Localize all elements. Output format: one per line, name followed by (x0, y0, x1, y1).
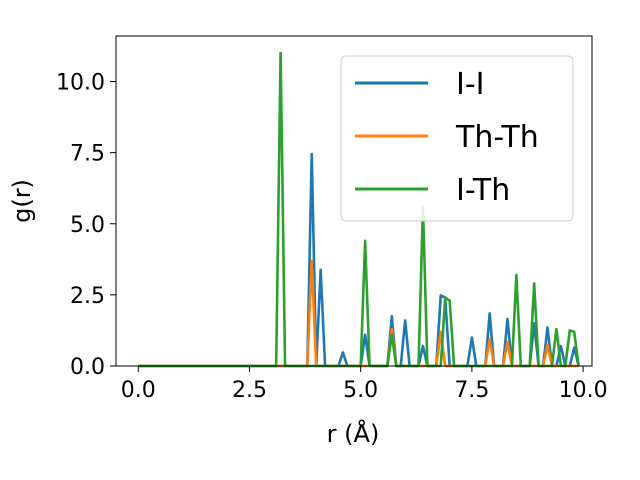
legend-box (340, 55, 574, 222)
x-axis: 0.0 2.5 5.0 7.5 10.0 (121, 366, 608, 403)
series-line-i-th (138, 51, 580, 368)
legend: I-I Th-Th I-Th (340, 55, 574, 222)
x-tick-label: 5.0 (343, 378, 378, 403)
legend-label: I-I (456, 67, 485, 102)
legend-label: Th-Th (455, 120, 539, 155)
axes-frame (115, 35, 593, 367)
y-tick-label: 5.0 (70, 213, 105, 238)
x-tick-label: 10.0 (559, 378, 608, 403)
y-tick-label: 2.5 (70, 284, 105, 309)
legend-label: I-Th (456, 173, 510, 208)
plot-frame (115, 35, 593, 367)
y-tick-label: 10.0 (56, 71, 105, 96)
x-axis-label: r (Å) (327, 419, 380, 448)
x-tick-label: 2.5 (232, 378, 267, 403)
y-tick-label: 7.5 (70, 142, 105, 167)
x-tick-label: 7.5 (454, 378, 489, 403)
x-tick-label: 0.0 (121, 378, 156, 403)
y-axis: 0.0 2.5 5.0 7.5 10.0 (56, 71, 116, 380)
y-axis-label: g(r) (8, 179, 36, 223)
y-tick-label: 0.0 (70, 355, 105, 380)
